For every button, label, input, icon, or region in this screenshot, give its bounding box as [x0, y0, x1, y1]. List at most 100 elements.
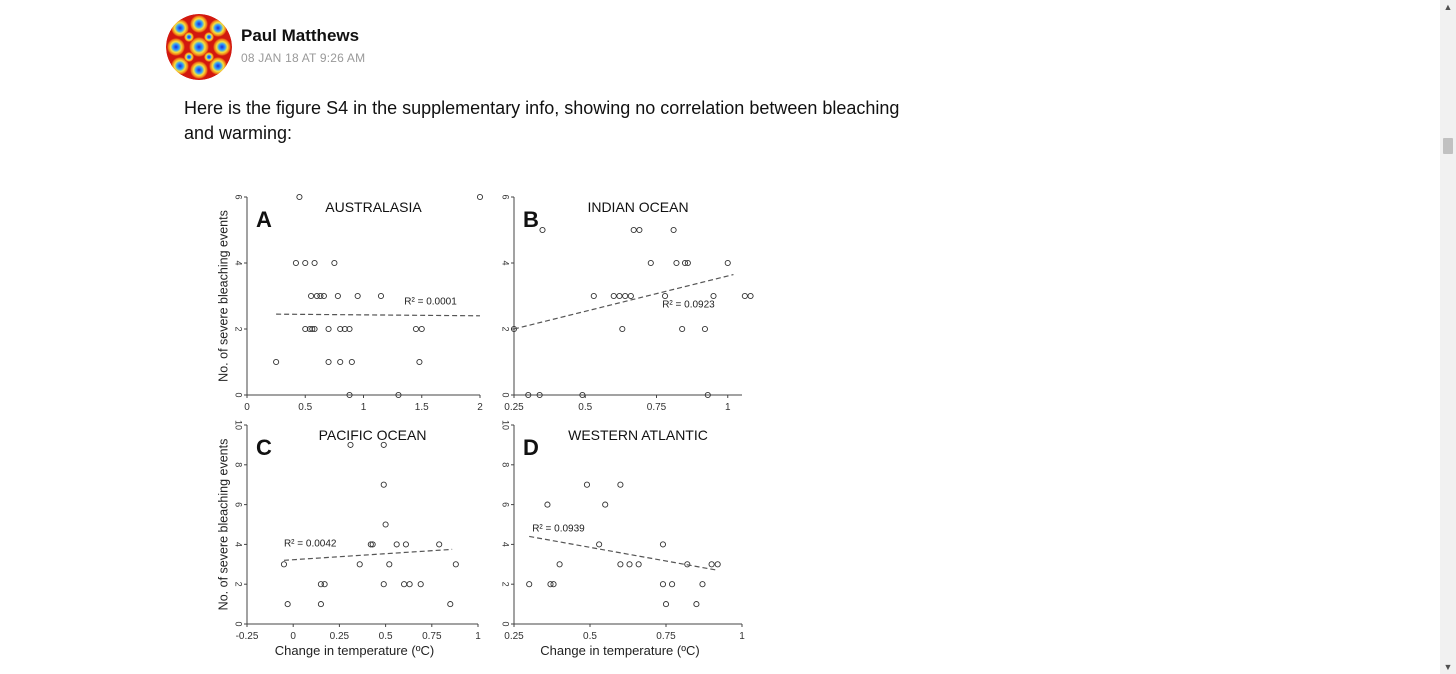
panel-d-data-point — [714, 561, 721, 568]
panel-d-x-tick-label: 0.5 — [583, 631, 597, 642]
panel-a-data-point — [418, 325, 425, 333]
panel-d-y-tick-label: 2 — [501, 582, 511, 587]
panel-b-data-point — [704, 391, 711, 399]
panel-c-y-tick-label: 2 — [234, 582, 244, 587]
panel-c-data-point — [284, 601, 291, 608]
panel-b-data-point — [579, 391, 586, 399]
panel-a-x-tick-label: 0.5 — [298, 402, 312, 413]
panel-b-data-point — [622, 292, 629, 300]
panel-a-data-point — [346, 325, 353, 333]
panel-c-x-tick-label: 0.75 — [422, 631, 442, 642]
panel-a-x-tick-label: 1.5 — [415, 402, 429, 413]
panel-a-data-point — [302, 325, 309, 333]
panel-a-data-point — [354, 292, 361, 300]
panel-a-data-point — [476, 193, 484, 201]
panel-b-data-point — [681, 259, 689, 267]
panel-a-letter: A — [256, 207, 272, 232]
panel-c-data-point — [380, 441, 387, 448]
panel-b-data-point — [684, 259, 691, 267]
panel-c-y-label: No. of severe bleaching events — [216, 439, 230, 611]
panel-c-data-point — [369, 541, 376, 548]
panel-b-data-point — [590, 292, 597, 300]
comment-body: Here is the figure S4 in the supplementa… — [184, 98, 900, 143]
panel-d-x-tick-label: 1 — [739, 631, 745, 642]
panel-d-x-label: Change in temperature (ºC) — [540, 643, 699, 658]
panel-b-data-point — [630, 226, 637, 234]
panel-a-data-point — [395, 391, 402, 399]
panel-b-data-point — [539, 226, 546, 234]
comment-timestamp[interactable]: 08 JAN 18 AT 9:26 AM — [241, 51, 366, 65]
panel-a-data-point — [346, 391, 353, 399]
panel-d-data-point — [602, 501, 609, 508]
panel-c-data-point — [436, 541, 443, 548]
panel-c-data-point — [401, 581, 408, 588]
panel-d-data-point — [662, 601, 670, 608]
author-name[interactable]: Paul Matthews — [241, 26, 360, 45]
panel-a-data-point — [412, 325, 419, 333]
panel-d-data-point — [544, 501, 551, 508]
panel-d-y-tick-label: 0 — [501, 621, 511, 626]
panel-c-data-point — [280, 561, 288, 568]
panel-a-data-point — [325, 358, 332, 366]
panel-b-data-point — [627, 292, 634, 300]
panel-a-trend-line — [276, 313, 481, 317]
panel-d-data-point — [550, 581, 557, 588]
panel-a-data-point — [311, 259, 318, 267]
panel-c-data-point — [321, 581, 328, 588]
panel-d-letter: D — [523, 435, 539, 460]
avatar[interactable] — [166, 14, 232, 80]
panel-c-data-point — [380, 581, 387, 588]
panel-d-x-tick-label: 0.25 — [504, 631, 524, 642]
panel-a-data-point — [337, 325, 344, 333]
panel-d-data-point — [547, 581, 554, 588]
panel-a-y-tick-label: 2 — [234, 326, 244, 331]
panel-c-data-point — [347, 441, 354, 448]
panel-a-data-point — [273, 358, 280, 366]
panel-b-y-tick-label: 2 — [501, 326, 511, 331]
panel-c-data-point — [356, 561, 363, 568]
panel-d-title: WESTERN ATLANTIC — [568, 427, 708, 443]
panel-b-r2-label: R² = 0.0923 — [662, 300, 715, 311]
panel-c-y-tick-label: 4 — [234, 542, 244, 547]
panel-c-data-point — [417, 581, 424, 588]
scroll-down-arrow-icon[interactable]: ▼ — [1443, 662, 1453, 672]
panel-b-title: INDIAN OCEAN — [587, 199, 688, 215]
panel-c-y-tick-label: 6 — [234, 502, 244, 507]
panel-a-data-point — [334, 292, 341, 300]
panel-c-data-point — [402, 541, 409, 548]
panel-b-data-point — [747, 292, 754, 300]
panel-a-y-tick-label: 4 — [234, 260, 244, 265]
panel-a-data-point — [313, 292, 320, 300]
panel-c-y-tick-label: 0 — [234, 621, 244, 626]
scrollbar[interactable]: ▲ ▼ — [1440, 0, 1456, 674]
panel-c-y-tick-label: 8 — [234, 462, 244, 467]
scroll-thumb[interactable] — [1443, 138, 1453, 154]
panel-d-data-point — [556, 561, 563, 568]
panel-a-data-point — [317, 292, 324, 300]
panel-b-y-tick-label: 0 — [501, 392, 511, 397]
panel-d-data-point — [693, 601, 700, 608]
panel-c-x-tick-label: 0.25 — [330, 631, 350, 642]
panel-b-data-point — [661, 292, 669, 300]
panel-a-data-point — [311, 325, 318, 333]
panel-a-data-point — [331, 259, 338, 267]
panel-b-data-point — [536, 391, 543, 399]
panel-a-data-point — [325, 325, 332, 333]
panel-c-data-point — [317, 601, 324, 608]
panel-b-x-tick-label: 1 — [725, 402, 731, 413]
panel-b-data-point — [616, 292, 623, 300]
panel-a-data-point — [306, 325, 313, 333]
panel-c-x-tick-label: -0.25 — [236, 631, 259, 642]
panel-b-data-point — [525, 391, 532, 399]
panel-d-y-tick-label: 8 — [501, 462, 511, 467]
panel-c-r2-label: R² = 0.0042 — [284, 538, 337, 549]
panel-a-data-point — [337, 358, 344, 366]
panel-d-y-tick-label: 6 — [501, 502, 511, 507]
scroll-up-arrow-icon[interactable]: ▲ — [1443, 2, 1453, 12]
panel-b-x-tick-label: 0.25 — [504, 402, 524, 413]
panel-a-data-point — [308, 292, 315, 300]
panel-d-data-point — [669, 581, 676, 588]
panel-d-y-tick-label: 10 — [501, 420, 511, 430]
panel-a-x-tick-label: 1 — [361, 402, 367, 413]
